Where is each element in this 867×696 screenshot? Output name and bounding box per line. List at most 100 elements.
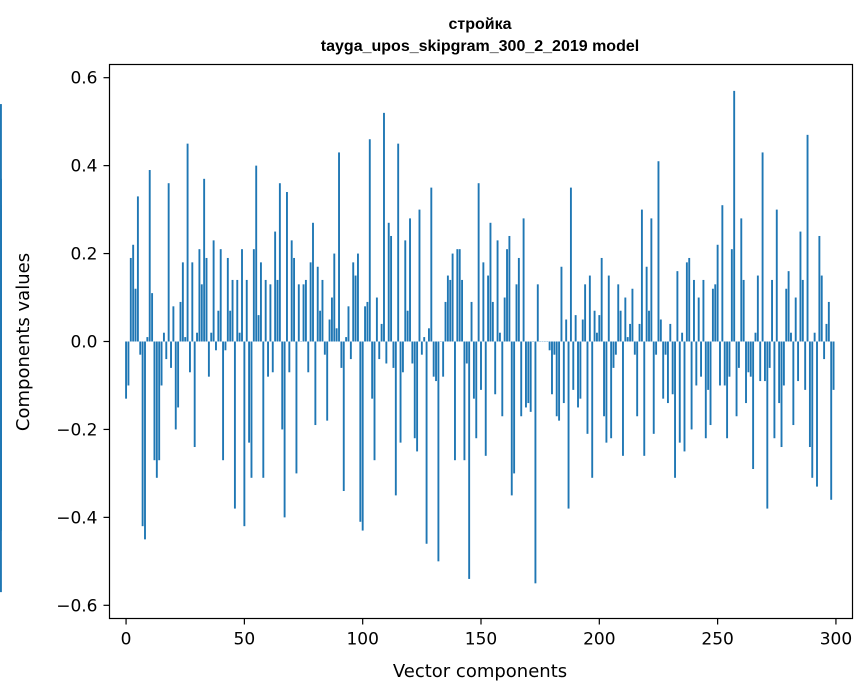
bar — [702, 279, 705, 342]
bar — [319, 310, 322, 342]
bar — [685, 262, 688, 342]
bar — [681, 332, 684, 342]
bar — [797, 341, 800, 382]
bar — [832, 341, 835, 390]
bar — [215, 341, 217, 351]
bar — [181, 262, 184, 342]
bar — [697, 297, 700, 342]
bar — [224, 341, 227, 351]
bar — [184, 337, 187, 342]
bar — [525, 341, 527, 408]
bar — [766, 341, 769, 509]
bar — [0, 271, 2, 342]
bar — [248, 341, 251, 443]
y-tick-label: −0.6 — [56, 596, 97, 616]
bar — [600, 257, 603, 342]
bar — [435, 341, 437, 382]
bar — [688, 257, 691, 342]
bar — [624, 297, 627, 342]
bar — [430, 187, 433, 342]
bar — [792, 341, 795, 426]
bar — [125, 341, 128, 399]
bar — [574, 315, 577, 342]
bar — [740, 218, 743, 342]
bar — [238, 332, 241, 342]
bar — [652, 341, 655, 434]
bar — [456, 249, 459, 342]
bar — [442, 341, 445, 377]
bar — [229, 310, 232, 342]
bar — [132, 244, 135, 342]
bar — [548, 341, 551, 351]
bar — [134, 288, 137, 342]
bar — [174, 341, 177, 430]
bar — [631, 288, 634, 342]
bar — [446, 275, 449, 342]
bar — [799, 231, 802, 342]
bar — [432, 341, 435, 377]
bar — [276, 279, 279, 342]
x-tick-label: 250 — [701, 630, 733, 650]
bar — [728, 341, 731, 377]
bar — [704, 341, 707, 439]
bar — [330, 297, 333, 342]
bar — [562, 341, 565, 404]
y-tick-label: −0.4 — [56, 508, 97, 528]
bar — [811, 341, 814, 478]
plot-frame — [108, 63, 854, 620]
bar — [141, 341, 144, 527]
chart-title: стройка — [448, 16, 511, 33]
bar — [506, 249, 508, 342]
bar — [723, 341, 726, 386]
bar — [671, 341, 674, 395]
bar — [252, 249, 255, 342]
bar — [255, 165, 258, 342]
x-tick-label: 150 — [465, 630, 497, 650]
bar — [387, 222, 390, 342]
bar — [380, 323, 383, 342]
bar — [818, 235, 821, 342]
bar — [179, 301, 182, 342]
bar — [830, 341, 833, 500]
bar — [494, 341, 497, 395]
bar — [785, 288, 788, 342]
bar — [617, 284, 620, 342]
bar — [144, 341, 146, 540]
bar — [742, 279, 745, 342]
bar — [480, 341, 482, 390]
bar — [162, 332, 165, 342]
bar — [278, 183, 281, 342]
bar — [733, 90, 736, 342]
x-tick-label: 100 — [346, 630, 378, 650]
bar — [437, 341, 440, 562]
bar — [569, 187, 572, 342]
bar — [719, 341, 721, 386]
y-tick-label: 0.4 — [70, 157, 97, 177]
bar — [302, 284, 305, 342]
bar — [304, 279, 307, 342]
bar — [271, 341, 274, 373]
bar — [342, 341, 345, 491]
bar — [664, 341, 667, 355]
bar — [397, 143, 400, 342]
bar — [678, 341, 681, 443]
bar — [657, 161, 660, 342]
bar — [411, 341, 414, 364]
bar — [551, 341, 553, 395]
bar — [666, 341, 669, 404]
bar — [683, 341, 686, 452]
bar — [782, 341, 785, 386]
bar — [572, 341, 575, 390]
bar — [804, 341, 807, 390]
bar — [513, 341, 516, 474]
bar — [366, 301, 369, 342]
bar — [392, 341, 395, 368]
bar — [193, 341, 196, 448]
bar — [775, 209, 778, 342]
bar — [416, 341, 419, 452]
bar — [567, 341, 570, 509]
bar — [721, 205, 724, 342]
bar — [527, 341, 530, 404]
bar — [323, 341, 326, 355]
bar — [314, 341, 317, 426]
